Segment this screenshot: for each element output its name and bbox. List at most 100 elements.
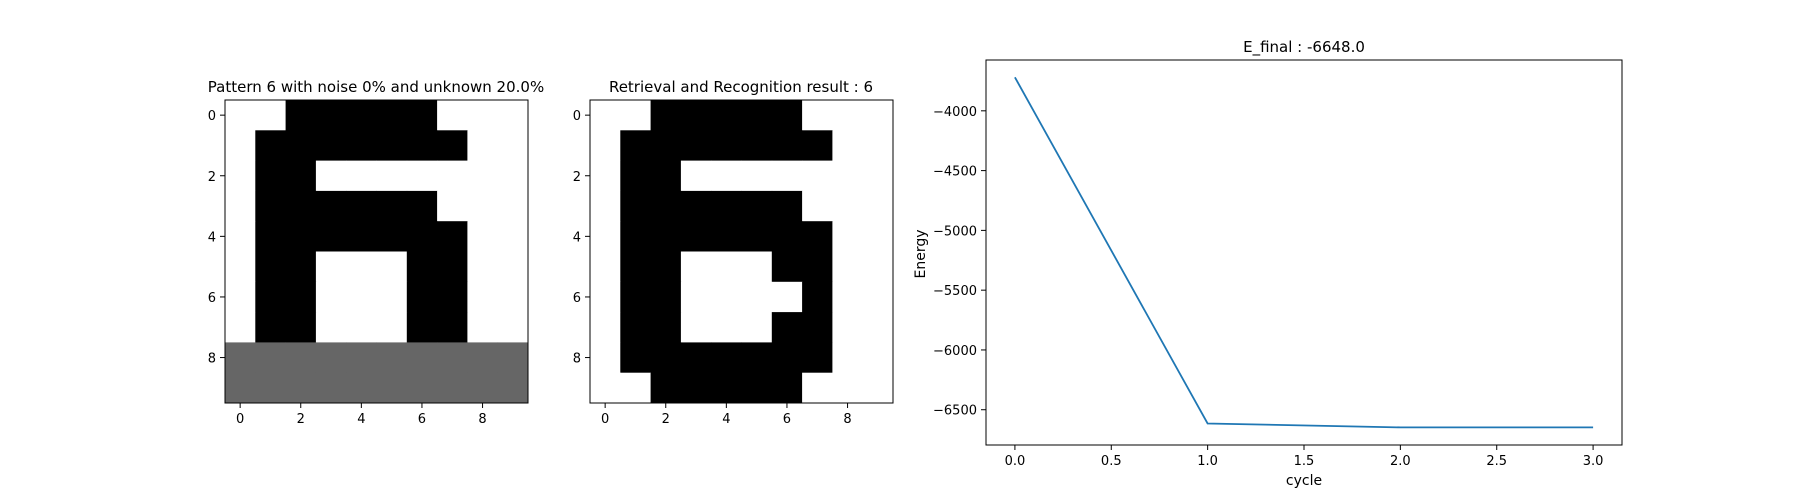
heatmap-cell — [346, 190, 377, 222]
energy-series-line — [1014, 76, 1594, 429]
heatmap-cell — [590, 190, 621, 222]
heatmap-cell — [590, 281, 621, 313]
heatmap-cell — [315, 130, 347, 161]
heatmap-cell — [620, 342, 651, 374]
heatmap-cell — [497, 100, 529, 131]
heatmap-cell — [225, 100, 256, 131]
heatmap-cell — [832, 221, 864, 252]
input-pattern-title: Pattern 6 with noise 0% and unknown 20.0… — [208, 78, 544, 96]
input-pattern-grid — [225, 100, 529, 404]
heatmap-cell — [832, 342, 864, 374]
y-tick-label: 6 — [208, 291, 216, 306]
heatmap-cell — [285, 312, 317, 343]
heatmap-cell — [255, 251, 286, 283]
heatmap-cell — [711, 372, 742, 404]
heatmap-cell — [802, 312, 833, 343]
heatmap-cell — [741, 190, 773, 222]
heatmap-cell — [255, 221, 286, 252]
heatmap-cell — [406, 130, 438, 161]
heatmap-cell — [590, 130, 621, 161]
heatmap-cell — [437, 190, 468, 222]
heatmap-cell — [346, 160, 377, 192]
heatmap-cell — [467, 372, 499, 404]
energy-chart-title: E_final : -6648.0 — [1243, 38, 1365, 57]
heatmap-cell — [680, 100, 712, 131]
heatmap-cell — [802, 160, 833, 192]
heatmap-cell — [771, 372, 803, 404]
heatmap-cell — [376, 342, 408, 374]
heatmap-cell — [711, 221, 742, 252]
heatmap-cell — [376, 281, 408, 313]
heatmap-cell — [802, 342, 833, 374]
heatmap-cell — [285, 160, 317, 192]
heatmap-cell — [225, 281, 256, 313]
heatmap-cell — [437, 342, 468, 374]
heatmap-cell — [711, 251, 742, 283]
input-pattern-frame — [224, 99, 529, 404]
heatmap-cell — [467, 312, 499, 343]
heatmap-cell — [406, 251, 438, 283]
heatmap-cell — [832, 100, 864, 131]
heatmap-cell — [255, 281, 286, 313]
heatmap-cell — [862, 251, 894, 283]
heatmap-cell — [862, 372, 894, 404]
heatmap-cell — [315, 221, 347, 252]
y-tick-label: 2 — [573, 170, 581, 185]
heatmap-cell — [346, 100, 377, 131]
heatmap-cell — [467, 342, 499, 374]
heatmap-cell — [680, 130, 712, 161]
heatmap-cell — [497, 312, 529, 343]
heatmap-cell — [590, 221, 621, 252]
energy-chart-ticks: 0.0 0.5 1.0 1.5 2.0 2.5 3.0 −4000 −4500 −5000 −550… — [933, 105, 1603, 469]
x-tick-label: 0 — [236, 412, 244, 427]
heatmap-cell — [225, 251, 256, 283]
heatmap-cell — [376, 372, 408, 404]
heatmap-cell — [862, 190, 894, 222]
heatmap-cell — [771, 221, 803, 252]
heatmap-cell — [255, 312, 286, 343]
x-tick-label: 6 — [783, 412, 791, 427]
y-tick-label: 8 — [573, 352, 581, 367]
heatmap-cell — [437, 130, 468, 161]
heatmap-cell — [650, 160, 682, 192]
heatmap-cell — [376, 190, 408, 222]
y-tick-label: 0 — [573, 109, 581, 124]
heatmap-cell — [376, 160, 408, 192]
energy-chart-panel: E_final : -6648.0 0.0 0.5 1.0 1.5 2.0 2.5 3.0 −… — [913, 38, 1623, 489]
heatmap-cell — [467, 160, 499, 192]
energy-y-tick-label: −5000 — [933, 224, 977, 239]
heatmap-cell — [650, 281, 682, 313]
heatmap-cell — [590, 372, 621, 404]
heatmap-cell — [832, 251, 864, 283]
x-tick-label: 8 — [478, 412, 486, 427]
heatmap-cell — [315, 160, 347, 192]
input-pattern-panel: Pattern 6 with noise 0% and unknown 20.0… — [208, 78, 545, 427]
heatmap-cell — [680, 372, 712, 404]
heatmap-cell — [346, 221, 377, 252]
heatmap-cell — [376, 221, 408, 252]
heatmap-cell — [650, 130, 682, 161]
energy-y-tick-label: −6500 — [933, 404, 977, 419]
heatmap-cell — [771, 190, 803, 222]
heatmap-cell — [620, 281, 651, 313]
heatmap-cell — [620, 190, 651, 222]
heatmap-cell — [497, 372, 529, 404]
heatmap-cell — [832, 281, 864, 313]
heatmap-cell — [802, 100, 833, 131]
x-tick-label: 6 — [418, 412, 426, 427]
heatmap-cell — [346, 251, 377, 283]
heatmap-cell — [711, 281, 742, 313]
heatmap-cell — [406, 281, 438, 313]
heatmap-cell — [315, 312, 347, 343]
heatmap-cell — [346, 372, 377, 404]
heatmap-cell — [255, 190, 286, 222]
heatmap-cell — [650, 100, 682, 131]
heatmap-cell — [832, 312, 864, 343]
heatmap-cell — [437, 312, 468, 343]
heatmap-cell — [376, 251, 408, 283]
energy-y-tick-label: −4500 — [933, 165, 977, 180]
heatmap-cell — [315, 251, 347, 283]
heatmap-cell — [741, 342, 773, 374]
heatmap-cell — [650, 342, 682, 374]
heatmap-cell — [225, 190, 256, 222]
